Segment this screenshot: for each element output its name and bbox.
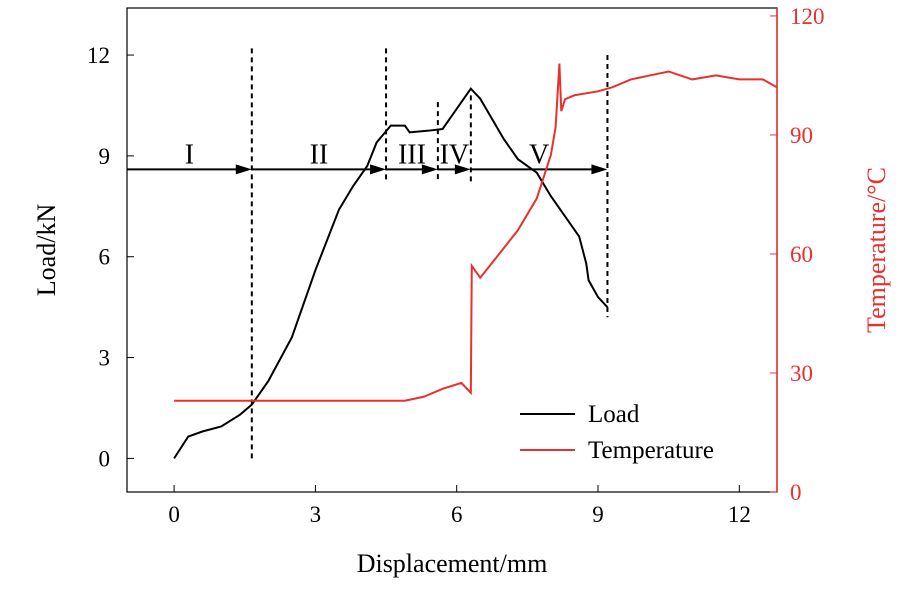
y2-axis-label: Temperature/°C (862, 167, 891, 333)
y-tick-label: 9 (99, 144, 111, 169)
arrow-head-icon (370, 164, 387, 175)
y-tick-label: 12 (87, 43, 110, 68)
stage-label: II (310, 139, 329, 170)
stage-label: I (185, 139, 194, 170)
x-tick-label: 6 (451, 502, 463, 527)
stage-label: IV (440, 139, 470, 170)
arrow-head-icon (235, 164, 252, 175)
stage-label: V (529, 139, 549, 170)
legend: Load Temperature (520, 401, 714, 464)
y-tick-label: 6 (99, 245, 111, 270)
y2-tick-label: 120 (790, 4, 825, 29)
x-tick-label: 12 (728, 502, 751, 527)
x-tick-label: 9 (592, 502, 604, 527)
y-tick-label: 0 (99, 446, 111, 471)
plot-frame (126, 7, 778, 493)
x-tick-label: 3 (310, 502, 322, 527)
y2-tick-label: 30 (790, 361, 813, 386)
y2-tick-label: 90 (790, 123, 813, 148)
y-axis-label: Load/kN (32, 204, 61, 297)
legend-temperature-label: Temperature (588, 437, 714, 464)
x-tick-label: 0 (168, 502, 180, 527)
y2-tick-label: 60 (790, 242, 813, 267)
y2-tick-label: 0 (790, 480, 802, 505)
arrow-head-icon (454, 164, 471, 175)
y-tick-label: 3 (99, 346, 111, 371)
x-axis-label: Displacement/mm (357, 549, 548, 578)
legend-load-label: Load (588, 401, 640, 428)
arrow-head-icon (591, 164, 608, 175)
stage-label: III (398, 139, 426, 170)
series-line-temperature (174, 63, 778, 402)
arrow-head-icon (421, 164, 438, 175)
